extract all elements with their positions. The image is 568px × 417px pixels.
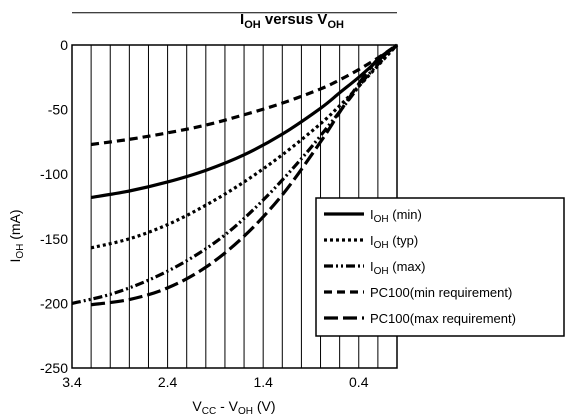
legend: IOH (min) IOH (typ) IOH (max) PC100(min req… (315, 197, 565, 337)
y-tick-label: -250 (40, 360, 68, 376)
y-tick-label: -200 (40, 295, 68, 311)
x-tick-label: 3.4 (62, 374, 82, 390)
x-tick-label: 0.4 (349, 374, 369, 390)
y-tick-label: -50 (48, 102, 68, 118)
legend-label-ioh_max: IOH (max) (370, 259, 425, 277)
legend-label-ioh_min: IOH (min) (370, 207, 422, 225)
chart-title: IOH versus VOH (240, 11, 344, 31)
y-tick-label: -100 (40, 166, 68, 182)
legend-label-ioh_typ: IOH (typ) (370, 233, 418, 251)
y-tick-labels: 0 -50 -100 -150 -200 -250 (40, 37, 68, 376)
x-tick-label: 2.4 (158, 374, 178, 390)
series-line-pc100_min (90, 43, 398, 147)
legend-box (315, 197, 565, 337)
legend-label-pc100_max: PC100(max requirement) (370, 311, 516, 326)
series-line-ioh_max (71, 43, 399, 305)
series-line-pc100_max (90, 43, 398, 307)
y-tick-label: 0 (60, 37, 68, 53)
legend-label-pc100_min: PC100(min requirement) (370, 285, 512, 300)
y-axis-label: IOH (mA) (7, 209, 26, 262)
y-tick-label: -150 (40, 231, 68, 247)
x-tick-labels: 3.4 2.4 1.4 0.4 (62, 374, 368, 390)
x-axis-label: VCC - VOH (V) (192, 398, 275, 417)
series-line-ioh_min (90, 43, 399, 200)
x-tick-label: 1.4 (253, 374, 273, 390)
series-layer (71, 43, 399, 307)
